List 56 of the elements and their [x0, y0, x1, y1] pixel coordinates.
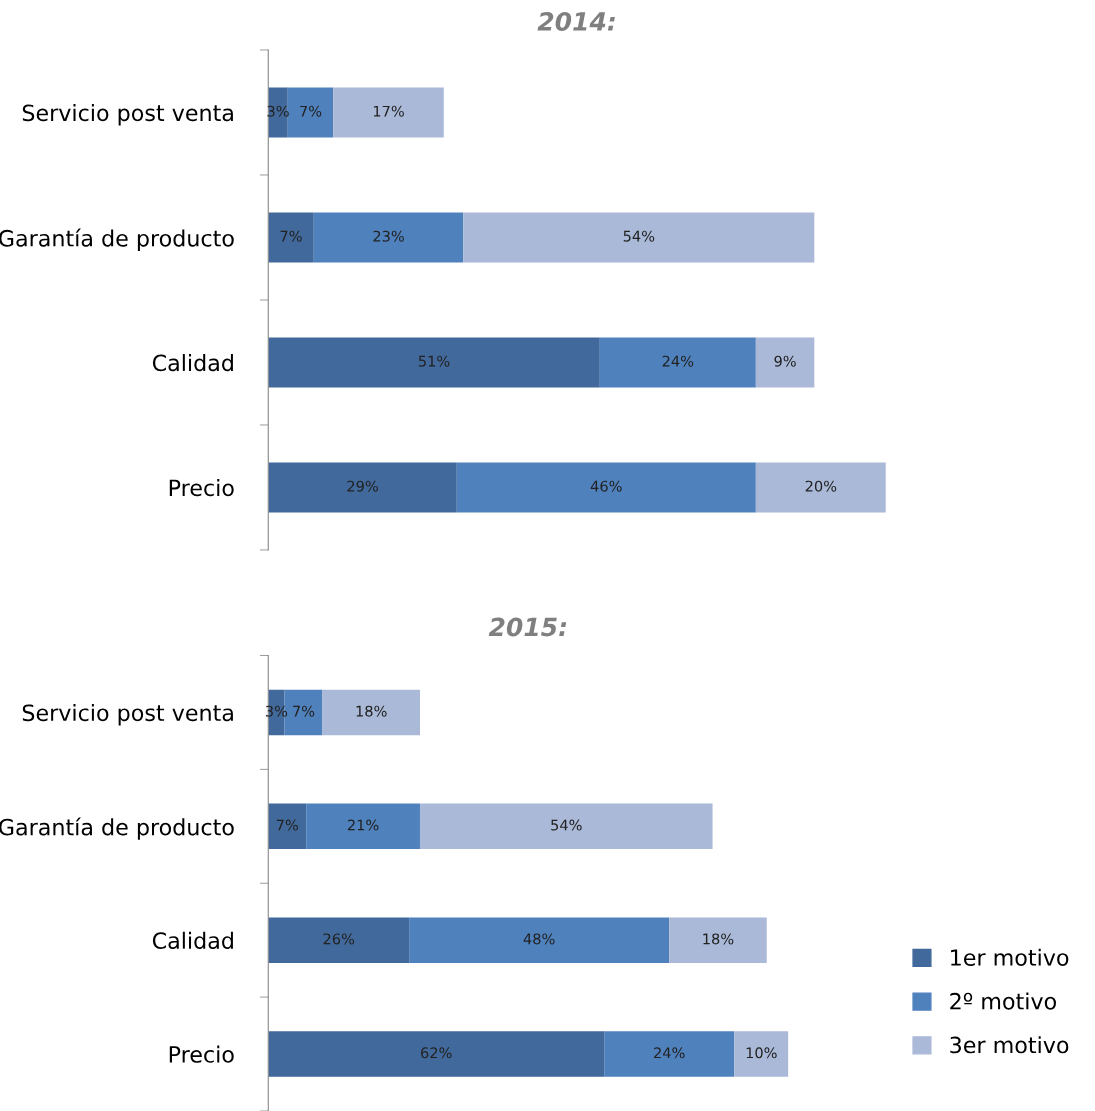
bar [268, 337, 600, 388]
bar [268, 462, 457, 513]
data-label: 7% [293, 705, 315, 717]
legend-label: 1er motivo [951, 948, 1069, 966]
data-label: 24% [654, 1047, 685, 1059]
y-tick-label: Garantía de producto [0, 817, 234, 840]
data-label: 21% [347, 819, 379, 831]
data-label: 18% [703, 933, 734, 945]
y-tick-label: Precio [169, 479, 234, 497]
data-label: 62% [421, 1047, 452, 1059]
bar [322, 689, 420, 736]
data-label: 17% [373, 105, 404, 117]
chart-title: 2015: [488, 617, 567, 637]
y-tick-label: Garantía de producto [0, 228, 234, 251]
data-label: 7% [276, 819, 298, 831]
y-tick-label: Precio [169, 1045, 234, 1063]
y-tick-label: Servicio post venta [22, 703, 233, 726]
bar [333, 87, 444, 138]
data-label: 23% [373, 230, 404, 242]
bar [306, 803, 420, 850]
data-label: 10% [746, 1047, 777, 1059]
chart-title: 2014: [537, 12, 615, 31]
data-label: 48% [523, 933, 555, 945]
data-label: 46% [590, 480, 622, 492]
data-label: 24% [662, 355, 694, 367]
bar [419, 803, 713, 850]
data-label: 9% [774, 355, 796, 367]
legend-label: 2º motivo [950, 992, 1056, 1010]
data-label: 54% [623, 230, 655, 242]
bar [409, 917, 670, 963]
bar [268, 212, 314, 263]
legend-label: 3er motivo [950, 1036, 1069, 1054]
data-label: 7% [300, 105, 322, 117]
bar [268, 803, 307, 850]
data-label: 20% [805, 480, 837, 492]
bar [313, 212, 464, 263]
bar [599, 337, 756, 388]
bar [604, 1031, 735, 1077]
bar [755, 337, 815, 388]
bar [669, 917, 767, 963]
data-label: 18% [356, 705, 387, 717]
data-label: 7% [280, 230, 302, 242]
bar [463, 212, 815, 263]
bar [456, 462, 756, 513]
bar [734, 1031, 789, 1077]
y-tick-label: Calidad [152, 354, 233, 372]
data-label: 29% [347, 480, 378, 492]
data-label: 54% [551, 819, 582, 831]
y-tick-label: Calidad [152, 931, 233, 949]
data-label: 26% [323, 933, 355, 945]
bar [268, 1031, 605, 1077]
bar [287, 87, 334, 138]
data-label: 51% [418, 355, 450, 367]
bar [268, 917, 410, 963]
bar [755, 462, 886, 513]
y-tick-label: Servicio post venta [22, 104, 233, 126]
